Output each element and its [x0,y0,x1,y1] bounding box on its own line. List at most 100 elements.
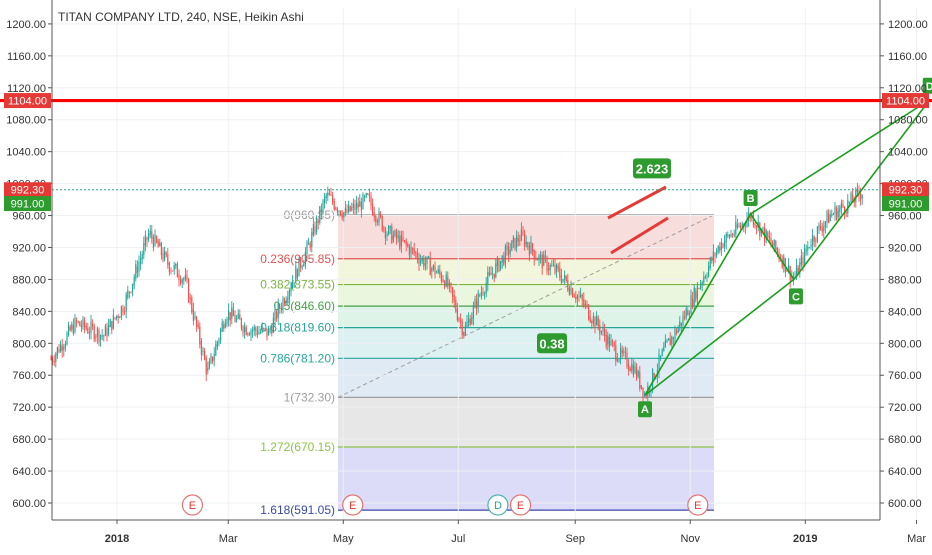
candle-body-up [101,335,103,337]
candle-body-up [671,336,673,345]
candle-body-down [749,214,751,219]
candle-body-up [538,255,540,261]
candle-body-down [266,328,268,338]
y-tick-label-left: 720.00 [12,402,46,414]
candle-body-up [316,217,318,232]
pattern-leg-bc [749,213,795,280]
candle-body-up [495,263,497,278]
candle-body-down [95,336,97,338]
candle-body-down [357,203,359,208]
earnings-marker[interactable] [181,494,204,516]
candle-body-down [380,213,382,217]
candle-body-down [528,246,530,256]
candle-body-up [666,340,668,342]
candle-body-down [124,311,126,313]
earnings-marker-label: E [517,500,524,512]
candle-body-up [492,273,494,275]
candle-body-up [773,239,775,247]
candle-body-up [228,310,230,321]
candle-body-down [167,254,169,265]
candle-body-up [703,276,705,283]
candle-body-down [360,202,362,211]
candle-body-up [551,265,553,267]
candle-body-down [114,317,116,319]
candle-body-down [599,324,601,334]
candle-body-up [600,331,602,333]
candle-body-up [810,245,812,248]
earnings-marker[interactable] [687,494,709,516]
candle-body-down [615,345,617,361]
candle-body-down [247,333,249,335]
candle-body-up [311,232,313,247]
candle-body-up [133,276,135,286]
candle-body-up [652,369,654,390]
candle-body-down [860,193,862,200]
candle-body-down [434,265,436,275]
earnings-marker-label: E [694,500,701,512]
candle-body-up [144,234,146,246]
candle-body-up [344,207,346,214]
level-badge-right-label: 1104.00 [886,96,925,108]
candle-body-up [762,227,764,230]
candle-body-up [468,318,470,323]
candle-body-up [250,330,252,336]
candle-body-down [544,256,546,258]
candle-body-up [543,254,545,266]
y-tick-label-left: 1200.00 [6,19,46,31]
candle-body-up [552,264,554,266]
candle-body-down [314,226,316,234]
candle-body-up [274,309,276,321]
y-tick-label-right: 760.00 [888,370,922,382]
candle-body-up [618,359,620,361]
candle-body-up [516,235,518,248]
candle-body-down [245,327,247,335]
candle-body-down [612,341,614,343]
candle-body-up [693,287,695,306]
candle-body-up [426,256,428,264]
candle-body-down [568,287,570,295]
y-tick-label-left: 760.00 [12,370,46,382]
ratio-bc-label: 0.38 [539,336,564,351]
candle-body-down [106,327,108,337]
candle-body-down [317,220,319,223]
candle-body-down [736,224,738,228]
candle-body-up [116,315,118,319]
candle-body-down [423,258,425,268]
candle-body-down [632,365,634,376]
candle-body-down [429,257,431,276]
dividend-marker[interactable] [487,494,509,516]
candle-body-up [500,260,502,269]
candle-body-up [708,265,710,277]
candle-body-down [341,214,343,219]
candle-body-up [322,200,324,213]
candle-body-up [394,230,396,237]
x-tick-label: Mar [219,533,238,545]
candle-body-up [564,274,566,280]
candle-body-down [296,269,298,278]
candle-body-up [164,250,166,259]
earnings-marker[interactable] [509,494,532,516]
candle-body-up [562,278,564,282]
candle-body-down [117,316,119,318]
last-price-badge-right-box [882,182,929,198]
earnings-marker[interactable] [342,494,364,516]
candle-body-up [796,265,798,278]
candle-body-down [80,325,82,328]
candle-body-up [132,283,134,293]
candle-body-up [272,317,274,333]
candle-body-down [232,309,234,317]
candle-body-down [197,324,199,327]
candle-body-down [524,233,526,247]
candle-body-up [471,317,473,324]
candle-body-down [340,210,342,216]
last-price-badge-left-label: 992.30 [11,185,45,197]
candle-body-down [407,244,409,247]
candle-body-up [319,206,321,223]
candle-body-up [120,306,122,318]
candle-body-up [303,263,305,267]
candle-body-down [797,267,799,275]
candle-body-down [162,252,164,261]
candle-body-up [154,234,156,246]
candle-body-down [368,194,370,197]
